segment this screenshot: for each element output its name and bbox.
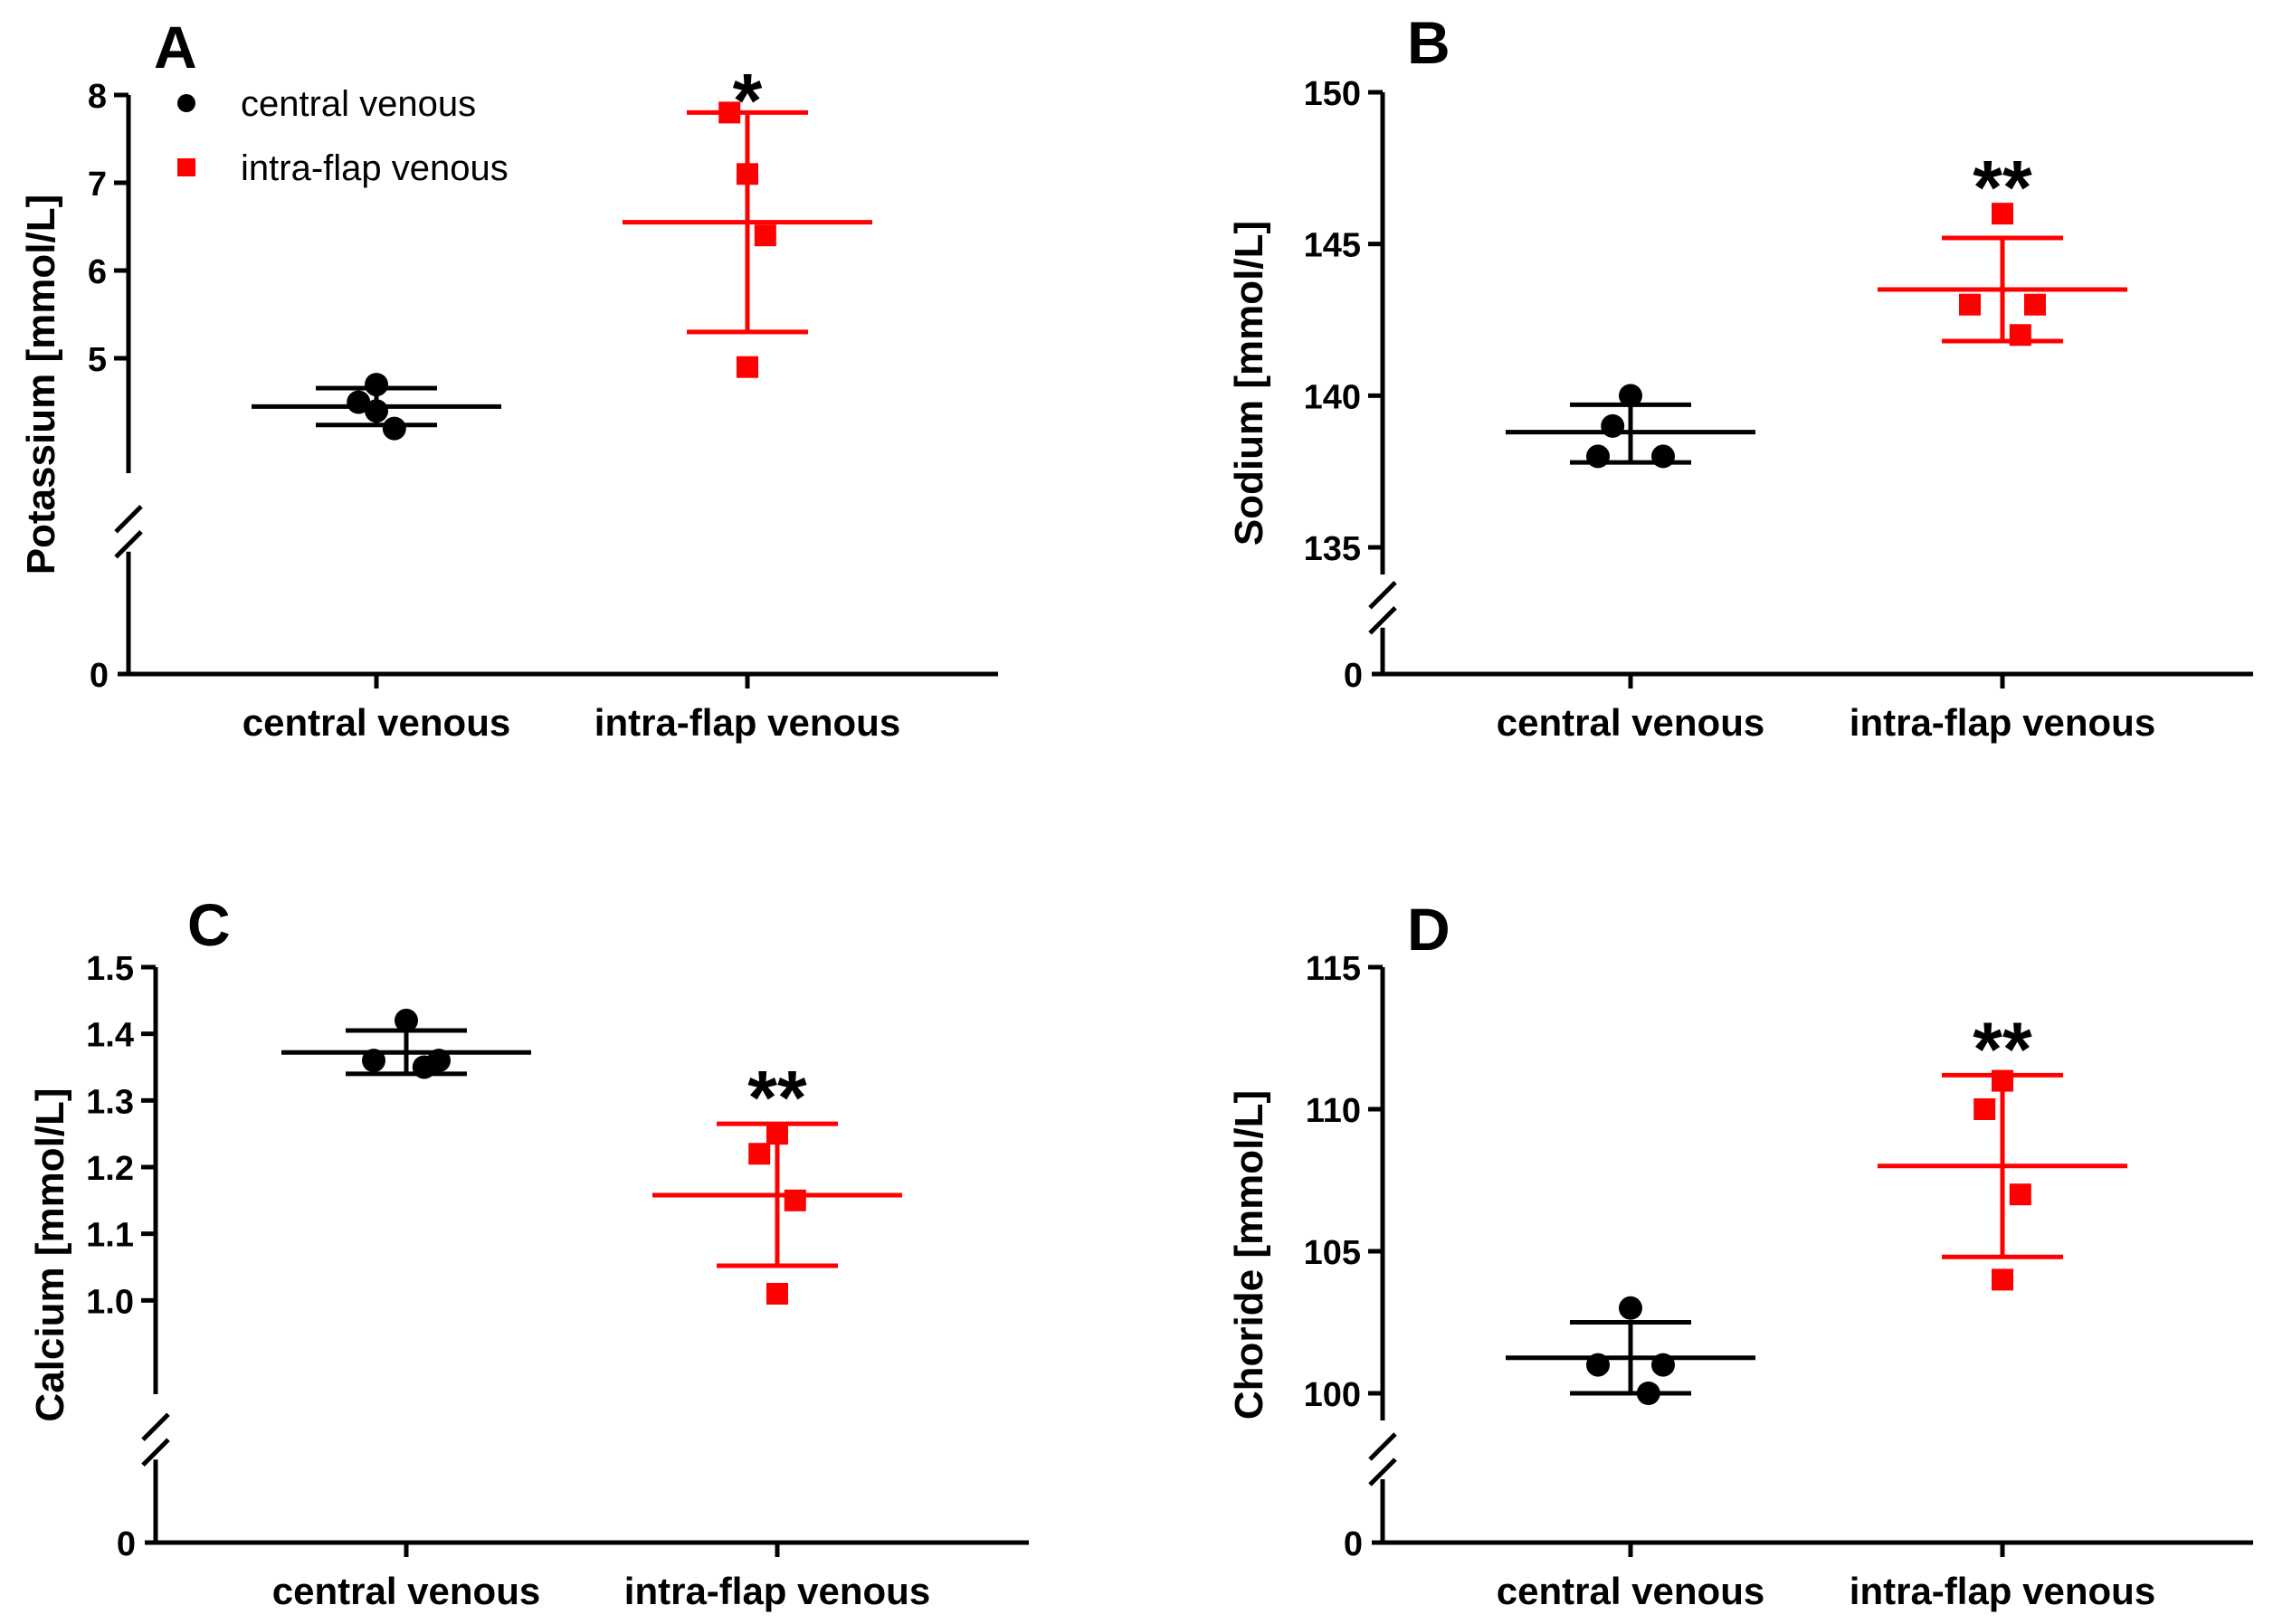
- data-point: [2024, 293, 2046, 316]
- axis-break-mark: [1368, 1432, 1397, 1461]
- significance-star: **: [747, 1055, 807, 1140]
- data-point: [1601, 413, 1625, 438]
- data-point: [2009, 1183, 2031, 1206]
- panel-b: B 0 135 140 145 150 Sodium [mmol/L] central ven…: [1227, 9, 2253, 744]
- axis-break-mark: [141, 1438, 170, 1467]
- data-point: [347, 390, 371, 414]
- y-tick-label-zero: 0: [1344, 657, 1363, 695]
- y-tick-label: 1.3: [86, 1083, 134, 1121]
- y-tick-label: 140: [1304, 378, 1361, 416]
- y-tick-label: 115: [1306, 950, 1361, 988]
- y-tick-label-zero: 0: [90, 657, 109, 695]
- data-point: [766, 1282, 788, 1305]
- data-point: [1636, 1382, 1660, 1405]
- y-tick-label: 110: [1306, 1092, 1361, 1130]
- axis-break-mark: [141, 1412, 170, 1442]
- panel-letter: A: [154, 14, 197, 81]
- panel-letter: B: [1407, 9, 1450, 76]
- y-tick-label-zero: 0: [1344, 1525, 1363, 1563]
- panel-c: C 0 1.0 1.1 1.2 1.3 1.4 1.5 Calcium [mmol/L] cent…: [28, 891, 1029, 1612]
- data-point: [1651, 444, 1675, 469]
- data-point: [1619, 1296, 1642, 1320]
- data-point: [1619, 384, 1642, 408]
- legend-marker-intraflap: [177, 158, 195, 176]
- data-point: [1992, 203, 2013, 225]
- data-point: [365, 399, 388, 423]
- x-tick-label: central venous: [1497, 701, 1764, 744]
- data-point: [1992, 1268, 2013, 1291]
- data-point: [362, 1049, 385, 1073]
- panel-letter: D: [1407, 896, 1450, 963]
- x-tick-label: intra-flap venous: [1850, 701, 2155, 744]
- y-tick-label: 1.1: [86, 1217, 134, 1255]
- data-point: [737, 163, 758, 185]
- y-tick-label: 105: [1304, 1234, 1361, 1272]
- data-point: [427, 1049, 451, 1073]
- legend-marker-central: [177, 94, 195, 112]
- axis-break-mark: [1368, 580, 1397, 610]
- data-point: [1586, 1353, 1610, 1377]
- data-point: [1992, 1069, 2013, 1092]
- data-point: [1651, 1353, 1675, 1377]
- data-point: [748, 1143, 771, 1165]
- x-tick-label: intra-flap venous: [594, 701, 900, 744]
- x-tick-label: central venous: [243, 701, 510, 744]
- y-axis-label: Potassium [mmol/L]: [19, 195, 63, 575]
- y-axis-label: Sodium [mmol/L]: [1227, 221, 1271, 546]
- y-tick-label: 1.5: [86, 950, 134, 988]
- data-point: [365, 373, 388, 397]
- y-tick-label: 1.0: [86, 1283, 134, 1321]
- y-tick-label: 7: [88, 166, 107, 204]
- panel-letter: C: [187, 891, 231, 958]
- y-tick-label: 8: [88, 78, 107, 116]
- significance-star: **: [1973, 145, 2032, 230]
- y-tick-label: 6: [88, 253, 107, 291]
- data-point: [766, 1123, 788, 1145]
- data-point: [718, 101, 741, 124]
- data-point: [2009, 324, 2031, 347]
- data-point: [1586, 444, 1610, 469]
- x-tick-label: central venous: [1497, 1570, 1764, 1612]
- data-point: [737, 356, 758, 378]
- legend-label-central: central venous: [241, 84, 476, 124]
- y-tick-label: 135: [1304, 530, 1361, 568]
- axis-break-mark: [1368, 605, 1397, 635]
- data-point: [754, 224, 776, 247]
- axis-break-mark: [1368, 1458, 1397, 1486]
- y-axis-label: Choride [mmol/L]: [1227, 1090, 1271, 1420]
- x-tick-label: intra-flap venous: [624, 1570, 930, 1612]
- axis-break-mark: [114, 529, 143, 559]
- y-tick-label: 100: [1304, 1376, 1361, 1414]
- legend-label-intraflap: intra-flap venous: [241, 148, 509, 188]
- panel-d: D 0 100 105 110 115 Choride [mmol/L] central ve…: [1227, 896, 2253, 1612]
- y-tick-label: 1.2: [86, 1150, 134, 1188]
- data-point: [395, 1008, 418, 1032]
- panel-a: A 0 5 6 7 8 Potassium [mmol/L] central venous in…: [19, 14, 998, 744]
- y-tick-label: 150: [1304, 75, 1361, 113]
- y-axis-label: Calcium [mmol/L]: [28, 1087, 72, 1421]
- y-tick-label: 5: [88, 341, 107, 379]
- x-tick-label: intra-flap venous: [1850, 1570, 2155, 1612]
- x-tick-label: central venous: [272, 1570, 540, 1612]
- axis-break-mark: [114, 504, 143, 534]
- y-tick-label-zero: 0: [117, 1525, 136, 1563]
- data-point: [1959, 293, 1981, 316]
- data-point: [784, 1189, 806, 1211]
- significance-star: *: [733, 58, 763, 143]
- y-tick-label: 1.4: [86, 1017, 134, 1055]
- data-point: [1973, 1098, 1996, 1120]
- y-tick-label: 145: [1304, 227, 1361, 265]
- data-point: [382, 416, 406, 441]
- significance-star: **: [1973, 1006, 2032, 1091]
- legend: central venous intra-flap venous: [177, 84, 509, 188]
